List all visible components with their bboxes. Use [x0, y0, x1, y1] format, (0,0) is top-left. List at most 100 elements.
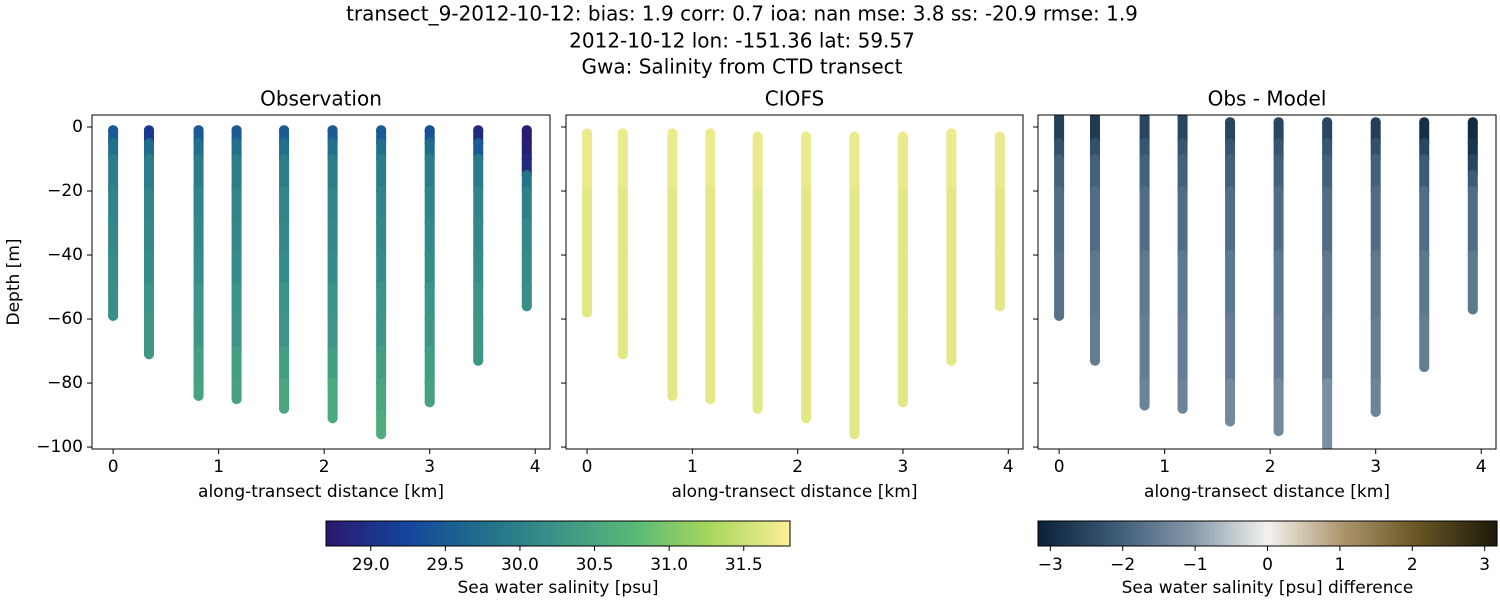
colorbar-cell	[476, 521, 482, 546]
colorbar-cell	[786, 521, 791, 546]
colorbar-cell	[426, 521, 431, 546]
colorbar-cell	[592, 521, 598, 546]
colorbar-cell	[534, 521, 540, 546]
colorbar-cell	[643, 521, 648, 546]
colorbar-cell	[349, 521, 354, 546]
colorbar-cell	[1489, 521, 1494, 546]
x-tick-label: 4	[530, 457, 541, 477]
colorbar-cell	[1431, 521, 1437, 546]
colorbar-cell	[1470, 521, 1475, 546]
sample-point	[193, 390, 204, 401]
colorbar-cell	[627, 521, 633, 546]
colorbar-cell	[430, 521, 435, 546]
colorbar-cell	[631, 521, 636, 546]
colorbar-cell	[577, 521, 582, 546]
sample-point	[801, 413, 812, 424]
colorbar-cell	[701, 521, 706, 546]
y-tick-label: −40	[47, 245, 83, 265]
colorbar-cell	[511, 521, 517, 546]
colorbar-cell	[732, 521, 737, 546]
colorbar-cell	[1389, 521, 1395, 546]
colorbar-cell	[565, 521, 571, 546]
x-tick-label: 0	[582, 457, 593, 477]
colorbar-cell	[403, 521, 408, 546]
x-tick-label: 0	[108, 457, 119, 477]
colorbar-cell	[1420, 521, 1425, 546]
colorbar-cell	[1137, 521, 1142, 546]
colorbar-cell	[380, 521, 385, 546]
colorbar-cell	[1263, 521, 1269, 546]
axes-title: Observation	[260, 87, 382, 111]
colorbar-cell	[1435, 521, 1441, 546]
x-tick-label: 0	[1054, 457, 1065, 477]
colorbar-cell	[1355, 521, 1360, 546]
colorbar-cell	[654, 521, 660, 546]
colorbar-cell	[1409, 521, 1414, 546]
colorbar-tick-label: 29.5	[426, 555, 464, 575]
colorbar-cell	[434, 521, 439, 546]
colorbar-cell	[1041, 521, 1047, 546]
sample-point	[1322, 445, 1332, 449]
colorbar-cell	[635, 521, 640, 546]
colorbar-cell	[1462, 521, 1467, 546]
colorbar-cell	[689, 521, 694, 546]
colorbar-cell	[608, 521, 613, 546]
colorbar-cell	[1236, 521, 1242, 546]
colorbar-cell	[1305, 521, 1311, 546]
colorbar-cell	[1110, 521, 1116, 546]
colorbar-cell	[708, 521, 714, 546]
colorbar-cell	[1152, 521, 1158, 546]
sample-point	[1139, 400, 1150, 411]
colorbar-cell	[1240, 521, 1246, 546]
y-tick-label: −100	[36, 437, 83, 457]
colorbar-cell	[391, 521, 397, 546]
colorbar-cell	[414, 521, 420, 546]
plot-area	[108, 125, 532, 440]
colorbar-cell	[1076, 521, 1081, 546]
colorbar-cell	[1156, 521, 1161, 546]
colorbar-tick-label: −3	[1038, 555, 1063, 575]
sample-point	[231, 394, 242, 405]
sample-point	[424, 397, 435, 408]
colorbar-cell	[1217, 521, 1223, 546]
colorbar-cell	[1053, 521, 1058, 546]
colorbar-tick-label: 2	[1407, 555, 1418, 575]
colorbar-cell	[1366, 521, 1372, 546]
axes-title: CIOFS	[765, 87, 824, 111]
colorbar-cell	[1344, 521, 1349, 546]
x-tick-label: 3	[1370, 457, 1381, 477]
colorbar-cell	[1095, 521, 1100, 546]
colorbar-cell	[326, 521, 331, 546]
colorbar-cell	[1202, 521, 1207, 546]
x-tick-label: 1	[213, 457, 224, 477]
colorbar-cell	[360, 521, 366, 546]
colorbar-cell	[1114, 521, 1119, 546]
colorbar-cell	[747, 521, 752, 546]
y-axis-label: Depth [m]	[4, 238, 24, 325]
colorbar-cell	[546, 521, 551, 546]
colorbar-cell	[395, 521, 401, 546]
x-axis-label: along-transect distance [km]	[198, 482, 444, 502]
colorbar-cell	[1332, 521, 1337, 546]
colorbar-cell	[329, 521, 335, 546]
colorbar-cell	[1466, 521, 1471, 546]
colorbar-tick-label: 30.5	[576, 555, 614, 575]
colorbar-cell	[1286, 521, 1292, 546]
colorbar-cell	[445, 521, 451, 546]
colorbar-cell	[1481, 521, 1487, 546]
colorbar-cell	[1336, 521, 1341, 546]
colorbar-cell	[677, 521, 683, 546]
colorbar-cell	[1210, 521, 1215, 546]
colorbar-cell	[469, 521, 474, 546]
colorbar-cell	[716, 521, 721, 546]
colorbar-cell	[1493, 521, 1498, 546]
colorbar-cell	[1416, 521, 1422, 546]
colorbar-cell	[1321, 521, 1326, 546]
colorbar-cell	[588, 521, 594, 546]
colorbar-cell	[1179, 521, 1184, 546]
x-tick-label: 1	[687, 457, 698, 477]
sample-point	[752, 403, 763, 414]
colorbar-cell	[674, 521, 679, 546]
colorbar-cell	[646, 521, 652, 546]
colorbar-cell	[1125, 521, 1131, 546]
